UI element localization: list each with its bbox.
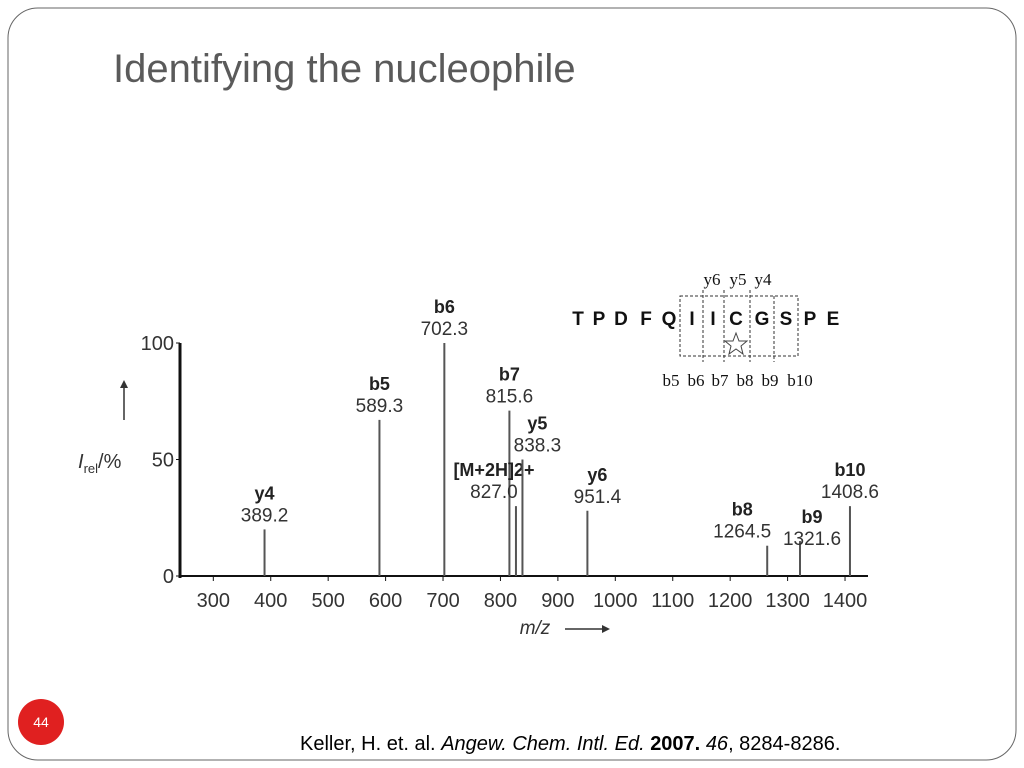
x-arrow-head [602, 625, 610, 633]
b-ion: b5 [663, 371, 680, 390]
citation-authors: Keller, H. et. al. [300, 733, 436, 755]
mz-label: 1321.6 [783, 529, 841, 550]
residue: E [827, 309, 840, 330]
label-star [723, 331, 749, 356]
b-ion: b7 [712, 371, 730, 390]
y-arrow-head [120, 380, 128, 388]
residue: T [572, 309, 584, 330]
b-ion: b10 [787, 371, 813, 390]
x-tick-label: 600 [369, 590, 402, 612]
x-tick-label: 500 [311, 590, 344, 612]
residue: D [614, 309, 628, 330]
residue: C [729, 309, 743, 330]
y-label-unit: /% [98, 451, 122, 473]
x-tick-label: 1000 [593, 590, 638, 612]
x-tick-label: 800 [484, 590, 517, 612]
y-ion: y5 [730, 270, 747, 289]
mz-label: 589.3 [356, 396, 404, 417]
mz-label: 827.0 [470, 482, 518, 503]
residue: I [689, 309, 694, 330]
b-ion: b9 [762, 371, 779, 390]
ion-label: b10 [834, 460, 865, 480]
y-label-symbol: I [78, 451, 84, 473]
citation-volume: 46 [706, 733, 729, 755]
residue: Q [662, 309, 677, 330]
ion-label: b5 [369, 374, 390, 394]
citation: Keller, H. et. al. Angew. Chem. Intl. Ed… [300, 733, 840, 755]
mz-label: 838.3 [514, 436, 562, 457]
y-ion: y4 [755, 270, 773, 289]
page-badge [18, 699, 64, 745]
ion-label: [M+2H]2+ [453, 460, 534, 480]
ion-label: b9 [801, 507, 822, 527]
fragment-box [679, 295, 799, 357]
y-ion: y6 [704, 270, 721, 289]
residue: S [780, 309, 793, 330]
ion-label: y4 [255, 483, 275, 503]
mz-label: 702.3 [421, 319, 469, 340]
slide-title: Identifying the nucleophile [113, 47, 576, 91]
mz-label: 951.4 [574, 487, 622, 508]
b-ion: b8 [737, 371, 754, 390]
x-tick-label: 1100 [651, 590, 694, 612]
residue: P [804, 309, 817, 330]
x-tick-label: 700 [426, 590, 459, 612]
y-tick-label: 50 [152, 450, 174, 472]
x-tick-label: 900 [541, 590, 574, 612]
x-tick-label: 400 [254, 590, 287, 612]
mz-label: 1408.6 [821, 482, 879, 503]
y-tick-label: 100 [141, 333, 174, 355]
y-tick-label: 0 [163, 566, 174, 588]
ion-label: y6 [587, 465, 607, 485]
x-tick-label: 1300 [765, 590, 810, 612]
y-label-subscript: rel [84, 461, 99, 476]
residue: F [640, 309, 652, 330]
b-ion: b6 [688, 371, 705, 390]
ion-label: b7 [499, 365, 520, 385]
citation-pages: , 8284-8286. [728, 733, 840, 755]
page-number: 44 [33, 714, 49, 730]
residue: I [710, 309, 715, 330]
x-tick-label: 300 [197, 590, 230, 612]
y-axis-label: Irel/% [78, 451, 122, 476]
slide-frame [7, 7, 1017, 761]
mz-label: 815.6 [486, 387, 534, 408]
mz-label: 1264.5 [713, 522, 771, 543]
x-tick-label: 1200 [708, 590, 753, 612]
ion-label: y5 [527, 414, 547, 434]
mz-label: 389.2 [241, 505, 289, 526]
residue: P [593, 309, 606, 330]
citation-year: 2007. [650, 733, 700, 755]
residue: G [755, 309, 770, 330]
ion-label: b6 [434, 297, 455, 317]
ion-label: b8 [732, 500, 753, 520]
citation-journal: Angew. Chem. Intl. Ed. [440, 733, 644, 755]
x-tick-label: 1400 [823, 590, 868, 612]
x-axis-label: m/z [520, 618, 551, 639]
